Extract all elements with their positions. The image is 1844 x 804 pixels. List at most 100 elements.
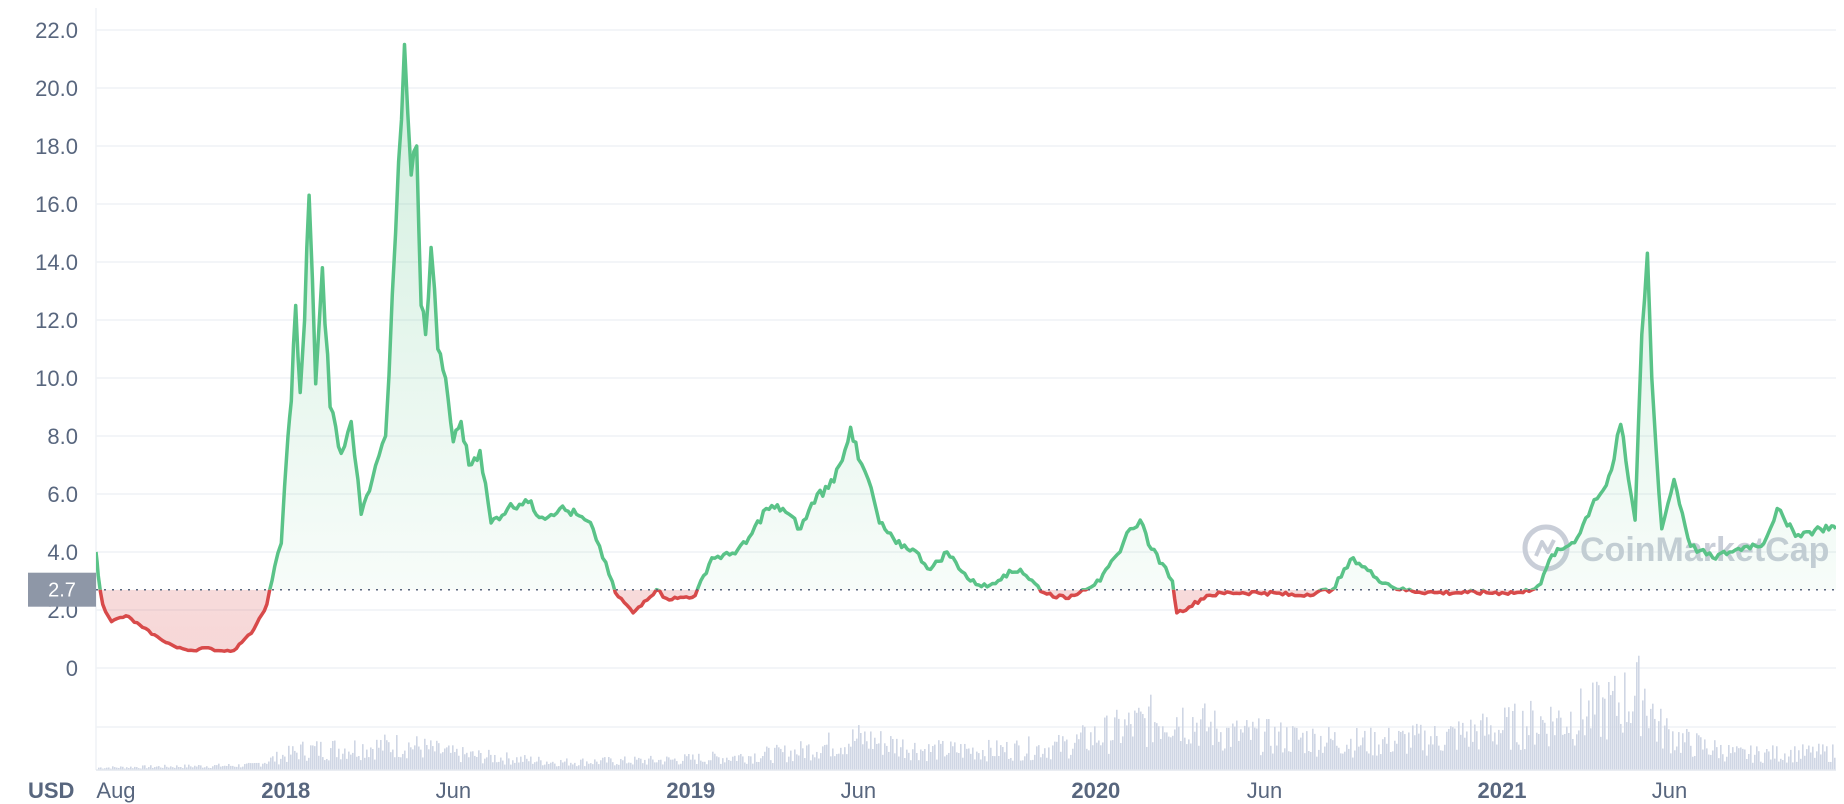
volume-bar — [138, 768, 140, 770]
volume-bar — [184, 764, 186, 770]
volume-bar — [254, 762, 256, 770]
volume-bar — [1626, 722, 1628, 770]
volume-bar — [802, 748, 804, 770]
volume-bar — [1194, 731, 1196, 770]
volume-bar — [398, 756, 400, 770]
volume-bar — [1490, 725, 1492, 770]
volume-bar — [382, 750, 384, 770]
volume-bar — [1714, 740, 1716, 770]
volume-bar — [194, 765, 196, 770]
volume-bar — [1570, 711, 1572, 770]
volume-bar — [1040, 757, 1042, 770]
volume-bar — [1126, 725, 1128, 770]
volume-bar — [638, 757, 640, 770]
volume-bar — [514, 762, 516, 770]
volume-bar — [922, 751, 924, 770]
volume-bar — [1670, 753, 1672, 770]
volume-bar — [386, 740, 388, 770]
volume-bar — [196, 766, 198, 770]
volume-bar — [1320, 735, 1322, 770]
volume-bar — [1694, 755, 1696, 770]
volume-bar — [1424, 730, 1426, 770]
volume-bar — [696, 764, 698, 770]
volume-bar — [170, 766, 172, 770]
volume-bar — [1000, 745, 1002, 770]
volume-bar — [648, 758, 650, 770]
volume-bar — [210, 768, 212, 770]
volume-bar — [376, 739, 378, 770]
volume-bar — [952, 746, 954, 770]
volume-bar — [450, 752, 452, 770]
volume-bar — [1280, 722, 1282, 770]
volume-bar — [1296, 727, 1298, 770]
volume-bar — [760, 758, 762, 770]
volume-bar — [764, 751, 766, 770]
y-tick-label: 10.0 — [35, 366, 78, 391]
volume-bar — [574, 762, 576, 770]
volume-bar — [350, 754, 352, 770]
volume-bar — [1620, 723, 1622, 770]
volume-bar — [768, 747, 770, 770]
volume-bar — [1786, 762, 1788, 770]
volume-bar — [1258, 718, 1260, 770]
volume-bar — [310, 745, 312, 770]
volume-bar — [1804, 755, 1806, 770]
volume-bar — [1414, 735, 1416, 770]
volume-bar — [262, 763, 264, 770]
volume-bar — [1744, 749, 1746, 770]
volume-bar — [1232, 723, 1234, 770]
volume-bar — [1674, 750, 1676, 770]
volume-bar — [1092, 745, 1094, 770]
volume-bar — [914, 742, 916, 770]
volume-bar — [562, 762, 564, 770]
volume-bar — [940, 743, 942, 770]
volume-bar — [944, 756, 946, 770]
volume-bar — [1102, 742, 1104, 770]
y-tick-label: 18.0 — [35, 134, 78, 159]
volume-bar — [766, 746, 768, 770]
area-below-reference — [100, 589, 1533, 652]
volume-bar — [1078, 739, 1080, 770]
volume-bar — [1450, 726, 1452, 770]
volume-bar — [1046, 757, 1048, 770]
volume-bar — [1094, 726, 1096, 770]
volume-bar — [1018, 745, 1020, 770]
volume-bar — [1440, 750, 1442, 770]
volume-bar — [1056, 741, 1058, 770]
volume-bar — [868, 748, 870, 770]
volume-bar — [404, 750, 406, 770]
volume-bar — [264, 762, 266, 770]
volume-bar — [1438, 745, 1440, 770]
volume-bar — [1742, 748, 1744, 770]
volume-bar — [1474, 724, 1476, 770]
volume-bar — [1350, 738, 1352, 770]
volume-bar — [268, 761, 270, 770]
volume-bar — [468, 757, 470, 770]
volume-bar — [1420, 724, 1422, 770]
volume-bar — [920, 749, 922, 770]
volume-bar — [198, 764, 200, 770]
volume-bar — [1178, 726, 1180, 770]
volume-bar — [1652, 703, 1654, 770]
volume-bar — [1248, 727, 1250, 770]
volume-bar — [532, 763, 534, 770]
volume-bar — [1808, 745, 1810, 770]
volume-bar — [300, 744, 302, 770]
volume-bar — [1130, 724, 1132, 770]
volume-bar — [978, 753, 980, 770]
volume-bar — [1446, 731, 1448, 770]
volume-bar — [1304, 753, 1306, 770]
volume-bar — [1180, 741, 1182, 770]
volume-bar — [126, 767, 128, 770]
volume-bar — [782, 752, 784, 770]
volume-bar — [322, 757, 324, 770]
volume-bar — [992, 755, 994, 770]
volume-bar — [870, 731, 872, 770]
volume-bar — [824, 744, 826, 770]
volume-bar — [1290, 751, 1292, 770]
volume-bar — [1512, 710, 1514, 770]
volume-bar — [430, 740, 432, 770]
volume-bar — [1050, 759, 1052, 770]
volume-bar — [1064, 741, 1066, 770]
